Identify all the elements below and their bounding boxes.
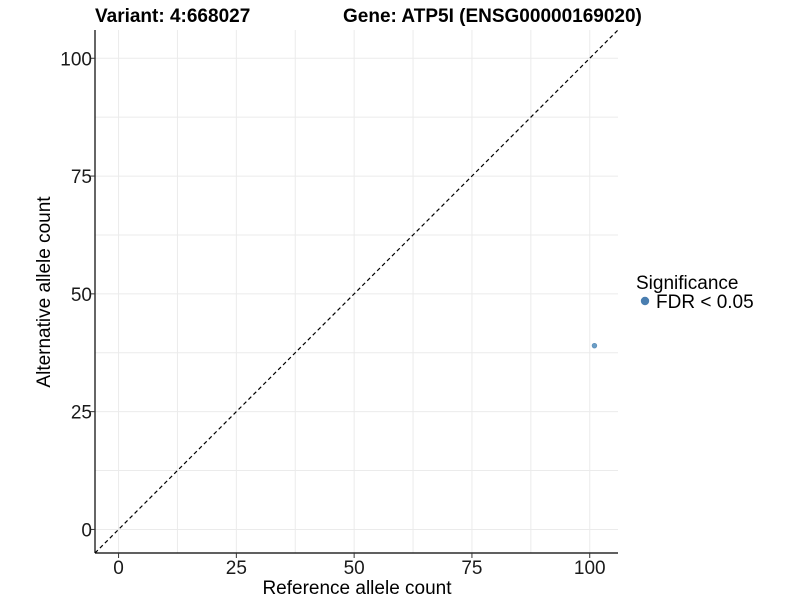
legend: Significance FDR < 0.05	[636, 273, 754, 313]
grid-lines	[95, 30, 618, 553]
y-axis-label: Alternative allele count	[34, 196, 55, 388]
x-axis-label: Reference allele count	[262, 578, 452, 599]
chart-title-variant: Variant: 4:668027	[95, 6, 250, 27]
y-tick-label: 50	[71, 285, 92, 306]
identity-reference-line	[94, 29, 619, 554]
tick-labels: 0 25 50 75 100 0 25 50 75 100	[60, 49, 605, 579]
axes	[94, 30, 618, 554]
data-point	[591, 342, 598, 349]
legend-entry-label: FDR < 0.05	[656, 292, 754, 313]
x-tick-label: 25	[226, 558, 247, 579]
y-tick-label: 100	[60, 49, 92, 70]
chart-title-gene: Gene: ATP5I (ENSG00000169020)	[343, 6, 642, 27]
y-tick-label: 75	[71, 167, 92, 188]
x-tick-label: 50	[344, 558, 365, 579]
y-tick-label: 0	[81, 520, 92, 541]
x-tick-label: 75	[461, 558, 482, 579]
x-tick-label: 100	[574, 558, 606, 579]
x-tick-label: 0	[113, 558, 124, 579]
legend-title: Significance	[636, 273, 738, 294]
y-tick-label: 25	[71, 403, 92, 424]
legend-key-marker	[640, 296, 650, 306]
data-points	[591, 342, 598, 349]
